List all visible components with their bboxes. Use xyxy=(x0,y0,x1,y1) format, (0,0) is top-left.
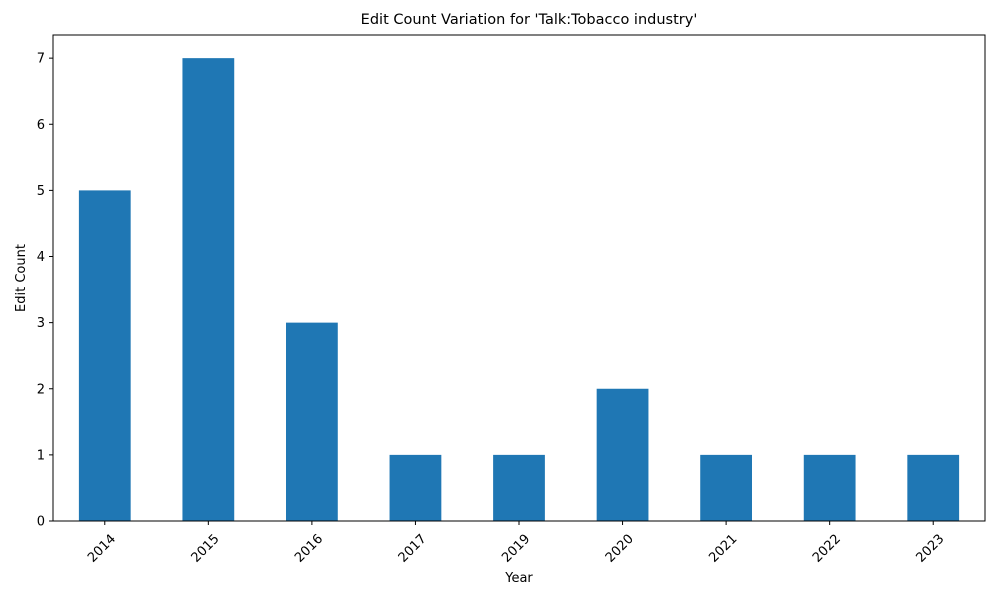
y-axis-label: Edit Count xyxy=(14,244,29,312)
y-tick-label: 4 xyxy=(37,250,45,265)
x-tick-label: 2014 xyxy=(85,532,119,566)
x-axis-ticks: 2014 2015 2016 2017 2019 2020 2021 2022 2023 xyxy=(85,521,947,566)
bar-2014 xyxy=(78,190,131,521)
x-tick-label: 2015 xyxy=(189,532,223,566)
bar-2021 xyxy=(700,454,752,521)
x-axis-label: Year xyxy=(504,571,533,586)
y-tick-label: 0 xyxy=(37,515,45,530)
bar-2020 xyxy=(596,388,649,521)
bar-2015 xyxy=(182,58,235,522)
bar-2017 xyxy=(389,454,442,521)
x-tick-label: 2021 xyxy=(706,532,740,566)
bar-2022 xyxy=(803,454,856,521)
bars-group xyxy=(78,58,960,522)
x-tick-label: 2020 xyxy=(603,532,637,566)
x-tick-label: 2023 xyxy=(913,532,947,566)
y-tick-label: 6 xyxy=(37,118,45,133)
y-tick-label: 5 xyxy=(37,184,45,199)
plot-frame xyxy=(52,34,986,522)
y-tick-label: 7 xyxy=(37,52,45,67)
bar-2016 xyxy=(286,322,338,521)
y-axis-ticks: 0 1 2 3 4 5 6 7 xyxy=(37,52,53,530)
x-tick-label: 2017 xyxy=(396,532,430,566)
y-tick-label: 2 xyxy=(37,382,45,397)
x-tick-label: 2019 xyxy=(499,532,533,566)
bar-2023 xyxy=(907,454,960,521)
y-tick-label: 1 xyxy=(37,448,45,463)
chart-title: Edit Count Variation for 'Talk:Tobacco i… xyxy=(361,12,698,28)
x-tick-label: 2016 xyxy=(292,532,326,566)
x-tick-label: 2022 xyxy=(810,532,844,566)
y-tick-label: 3 xyxy=(37,316,45,331)
bar-2019 xyxy=(493,454,545,521)
